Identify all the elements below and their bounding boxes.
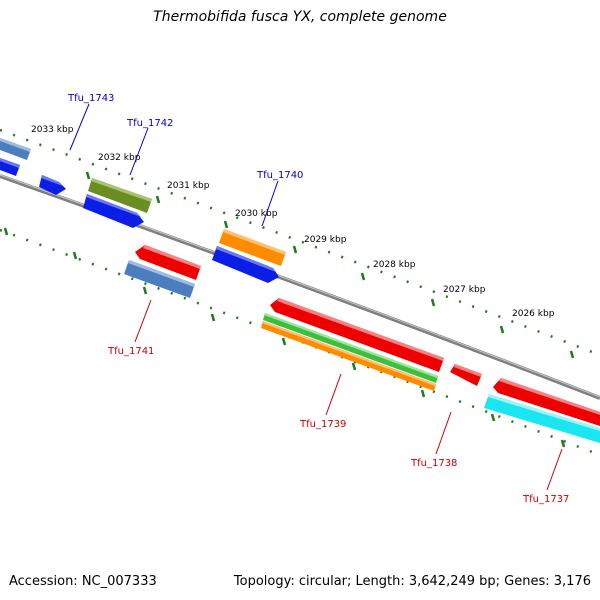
inner-major-ticks: [3, 227, 566, 448]
genome-summary: Topology: circular; Length: 3,642,249 bp…: [233, 574, 591, 589]
tick-2029: [292, 245, 298, 254]
gene-label-tfu-1740[interactable]: Tfu_1740: [256, 170, 303, 181]
tick-2030: [223, 220, 229, 229]
inner-tick-2: [72, 251, 78, 260]
inner-tick-4: [210, 313, 216, 322]
inner-tick-8: [490, 413, 496, 422]
accession-label: Accession: NC_007333: [9, 574, 157, 589]
tick-2031: [155, 195, 161, 204]
inner-tick-6: [351, 362, 357, 371]
feature-tfu-1741-red[interactable]: [135, 245, 201, 280]
gene-label-tfu-1738[interactable]: Tfu_1738: [410, 458, 457, 469]
scale-label-2032: 2032 kbp: [98, 153, 141, 163]
feature-tfu-1739-red[interactable]: [270, 298, 444, 372]
feature-tfu-1737-red[interactable]: [493, 378, 600, 426]
tick-2025: [569, 350, 575, 359]
tick-2032: [85, 171, 91, 180]
scale-label-2030: 2030 kbp: [235, 209, 278, 219]
gene-label-tfu-1737[interactable]: Tfu_1737: [522, 494, 569, 505]
inner-tick-5: [281, 337, 287, 346]
scale-label-2029: 2029 kbp: [304, 235, 347, 245]
tick-2026: [499, 325, 505, 334]
outer-tick-track: [0, 128, 600, 357]
scale-label-2028: 2028 kbp: [373, 260, 416, 270]
gene-label-tfu-1741[interactable]: Tfu_1741: [107, 346, 154, 357]
feature-tfu-1737-cyan[interactable]: [484, 394, 600, 443]
scale-label-2033: 2033 kbp: [31, 125, 74, 135]
label-leaders: [69, 103, 563, 491]
inner-tick-3: [142, 286, 148, 295]
feature-tfu-1742-olive[interactable]: [88, 178, 152, 213]
feature-tfu-1738-red[interactable]: [450, 364, 482, 386]
feature-blue-arrow-2[interactable]: [212, 246, 279, 283]
tick-2027: [430, 298, 436, 307]
feature-blue-arrow-1[interactable]: [83, 194, 144, 228]
inner-tick-7: [420, 389, 426, 398]
scale-label-2031: 2031 kbp: [167, 181, 210, 191]
gene-label-tfu-1739[interactable]: Tfu_1739: [299, 419, 346, 430]
feature-blue-left[interactable]: [0, 158, 20, 176]
feature-tfu-1741-steelblue[interactable]: [124, 260, 195, 298]
inner-tick-1: [3, 227, 9, 236]
inner-tick-9: [560, 439, 566, 448]
feature-tfu-1739-orange[interactable]: [261, 321, 436, 391]
scale-label-2026: 2026 kbp: [512, 309, 555, 319]
feature-tfu-1739-green[interactable]: [263, 313, 438, 383]
feature-steelblue-left[interactable]: [0, 138, 31, 160]
map-title: Thermobifida fusca YX, complete genome: [153, 9, 447, 25]
feature-tfu-1743[interactable]: [39, 175, 66, 195]
scale-label-2027: 2027 kbp: [443, 285, 486, 295]
feature-tfu-1740-orange[interactable]: [219, 229, 286, 266]
gene-label-tfu-1743[interactable]: Tfu_1743: [67, 93, 114, 104]
tick-2028: [360, 272, 366, 281]
gene-label-tfu-1742[interactable]: Tfu_1742: [126, 118, 173, 129]
